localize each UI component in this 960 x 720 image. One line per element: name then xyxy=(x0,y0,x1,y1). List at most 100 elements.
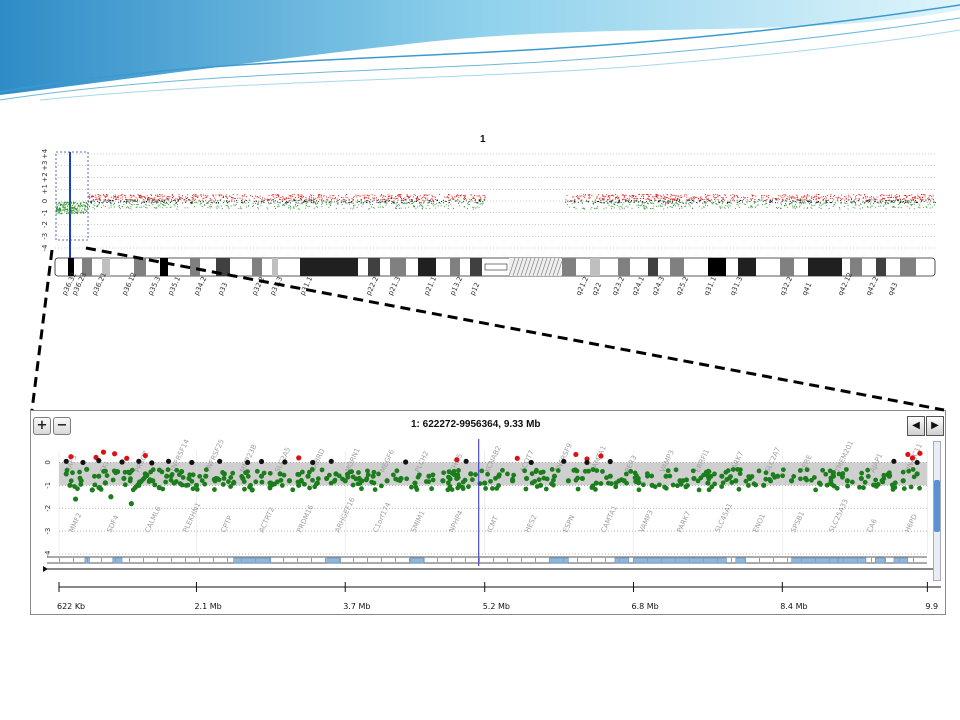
data-point xyxy=(101,469,106,474)
overview-point xyxy=(70,210,72,212)
x-tick-label: 6.8 Mb xyxy=(632,602,659,611)
overview-point xyxy=(864,194,866,196)
overview-point xyxy=(888,203,889,205)
data-point xyxy=(575,486,581,492)
overview-point xyxy=(714,197,716,199)
overview-point xyxy=(845,196,847,198)
overview-point xyxy=(421,206,423,208)
overview-point xyxy=(448,202,450,204)
data-point xyxy=(804,467,810,473)
overview-point xyxy=(330,197,332,199)
overview-point xyxy=(384,201,386,203)
data-point xyxy=(724,477,730,482)
zoom-in-icon: + xyxy=(36,418,48,433)
overview-point xyxy=(819,197,821,199)
overview-point xyxy=(919,205,921,207)
overview-point xyxy=(844,199,846,201)
overview-point xyxy=(463,195,465,197)
overview-point xyxy=(916,202,918,204)
zoom-out-button[interactable]: − xyxy=(53,417,71,435)
overview-point xyxy=(433,196,435,198)
overview-point xyxy=(346,194,347,195)
overview-point xyxy=(253,198,255,200)
overview-point xyxy=(474,199,476,200)
overview-point xyxy=(243,195,245,197)
overview-point xyxy=(99,198,101,200)
overview-point xyxy=(272,194,274,196)
overview-point xyxy=(302,201,304,203)
overview-point xyxy=(741,201,743,203)
overview-point xyxy=(59,207,61,209)
ideogram-band xyxy=(618,258,630,276)
overview-point xyxy=(187,207,189,209)
overview-point xyxy=(164,199,166,201)
overview-point xyxy=(282,199,283,201)
overview-point xyxy=(650,199,652,201)
overview-y-tick: +3 xyxy=(41,161,49,171)
overview-point xyxy=(633,198,635,200)
data-point xyxy=(859,470,865,476)
overview-point xyxy=(453,198,455,200)
overview-point xyxy=(868,200,870,202)
overview-point xyxy=(595,207,597,209)
overview-y-tick: +1 xyxy=(41,184,49,194)
overview-point xyxy=(114,196,116,198)
overview-point xyxy=(776,199,778,201)
data-point xyxy=(429,486,435,492)
overview-point xyxy=(382,206,384,208)
overview-point xyxy=(384,202,386,204)
overview-point xyxy=(289,195,291,197)
overview-point xyxy=(423,196,425,198)
overview-point xyxy=(315,203,317,205)
overview-point xyxy=(888,199,890,201)
overview-point xyxy=(213,201,215,203)
overview-point xyxy=(908,200,910,202)
overview-point xyxy=(912,197,914,198)
overview-point xyxy=(789,204,791,206)
scrollbar-thumb[interactable] xyxy=(934,480,940,532)
overview-point xyxy=(913,208,915,210)
vertical-scrollbar[interactable] xyxy=(933,441,941,581)
overview-point xyxy=(870,205,872,207)
overview-point xyxy=(97,194,99,195)
overview-point xyxy=(303,196,305,198)
overview-point xyxy=(137,194,139,196)
overview-point xyxy=(674,199,676,201)
overview-point xyxy=(406,202,408,204)
overview-point xyxy=(300,194,302,196)
overview-point xyxy=(356,199,358,201)
overview-point xyxy=(857,199,859,201)
overview-point xyxy=(791,202,793,204)
overview-point xyxy=(252,202,254,204)
overview-point xyxy=(246,200,248,202)
overview-point xyxy=(460,194,462,196)
overview-point xyxy=(678,203,680,205)
overview-point xyxy=(474,200,476,201)
overview-point xyxy=(373,198,375,200)
overview-point xyxy=(456,195,458,197)
overview-point xyxy=(255,200,257,202)
overview-point xyxy=(482,201,484,203)
overview-point xyxy=(111,200,113,202)
overview-point xyxy=(619,208,621,210)
zoom-in-button[interactable]: + xyxy=(33,417,51,435)
next-region-button[interactable]: ▶ xyxy=(926,416,944,436)
previous-region-button[interactable]: ◀ xyxy=(907,416,925,436)
overview-point xyxy=(792,207,794,209)
overview-point xyxy=(329,195,331,197)
overview-point xyxy=(226,202,228,204)
data-point xyxy=(719,473,725,479)
overview-point xyxy=(472,196,474,198)
data-point xyxy=(911,474,917,480)
overview-point xyxy=(667,200,669,202)
overview-point xyxy=(447,208,449,209)
overview-point xyxy=(867,206,869,208)
overview-point xyxy=(684,194,686,195)
overview-point xyxy=(885,208,887,210)
overview-point xyxy=(284,197,286,199)
overview-point xyxy=(145,201,147,203)
overview-point xyxy=(852,194,854,196)
overview-point xyxy=(837,200,839,202)
track-tick xyxy=(591,558,592,562)
overview-point xyxy=(808,195,810,197)
